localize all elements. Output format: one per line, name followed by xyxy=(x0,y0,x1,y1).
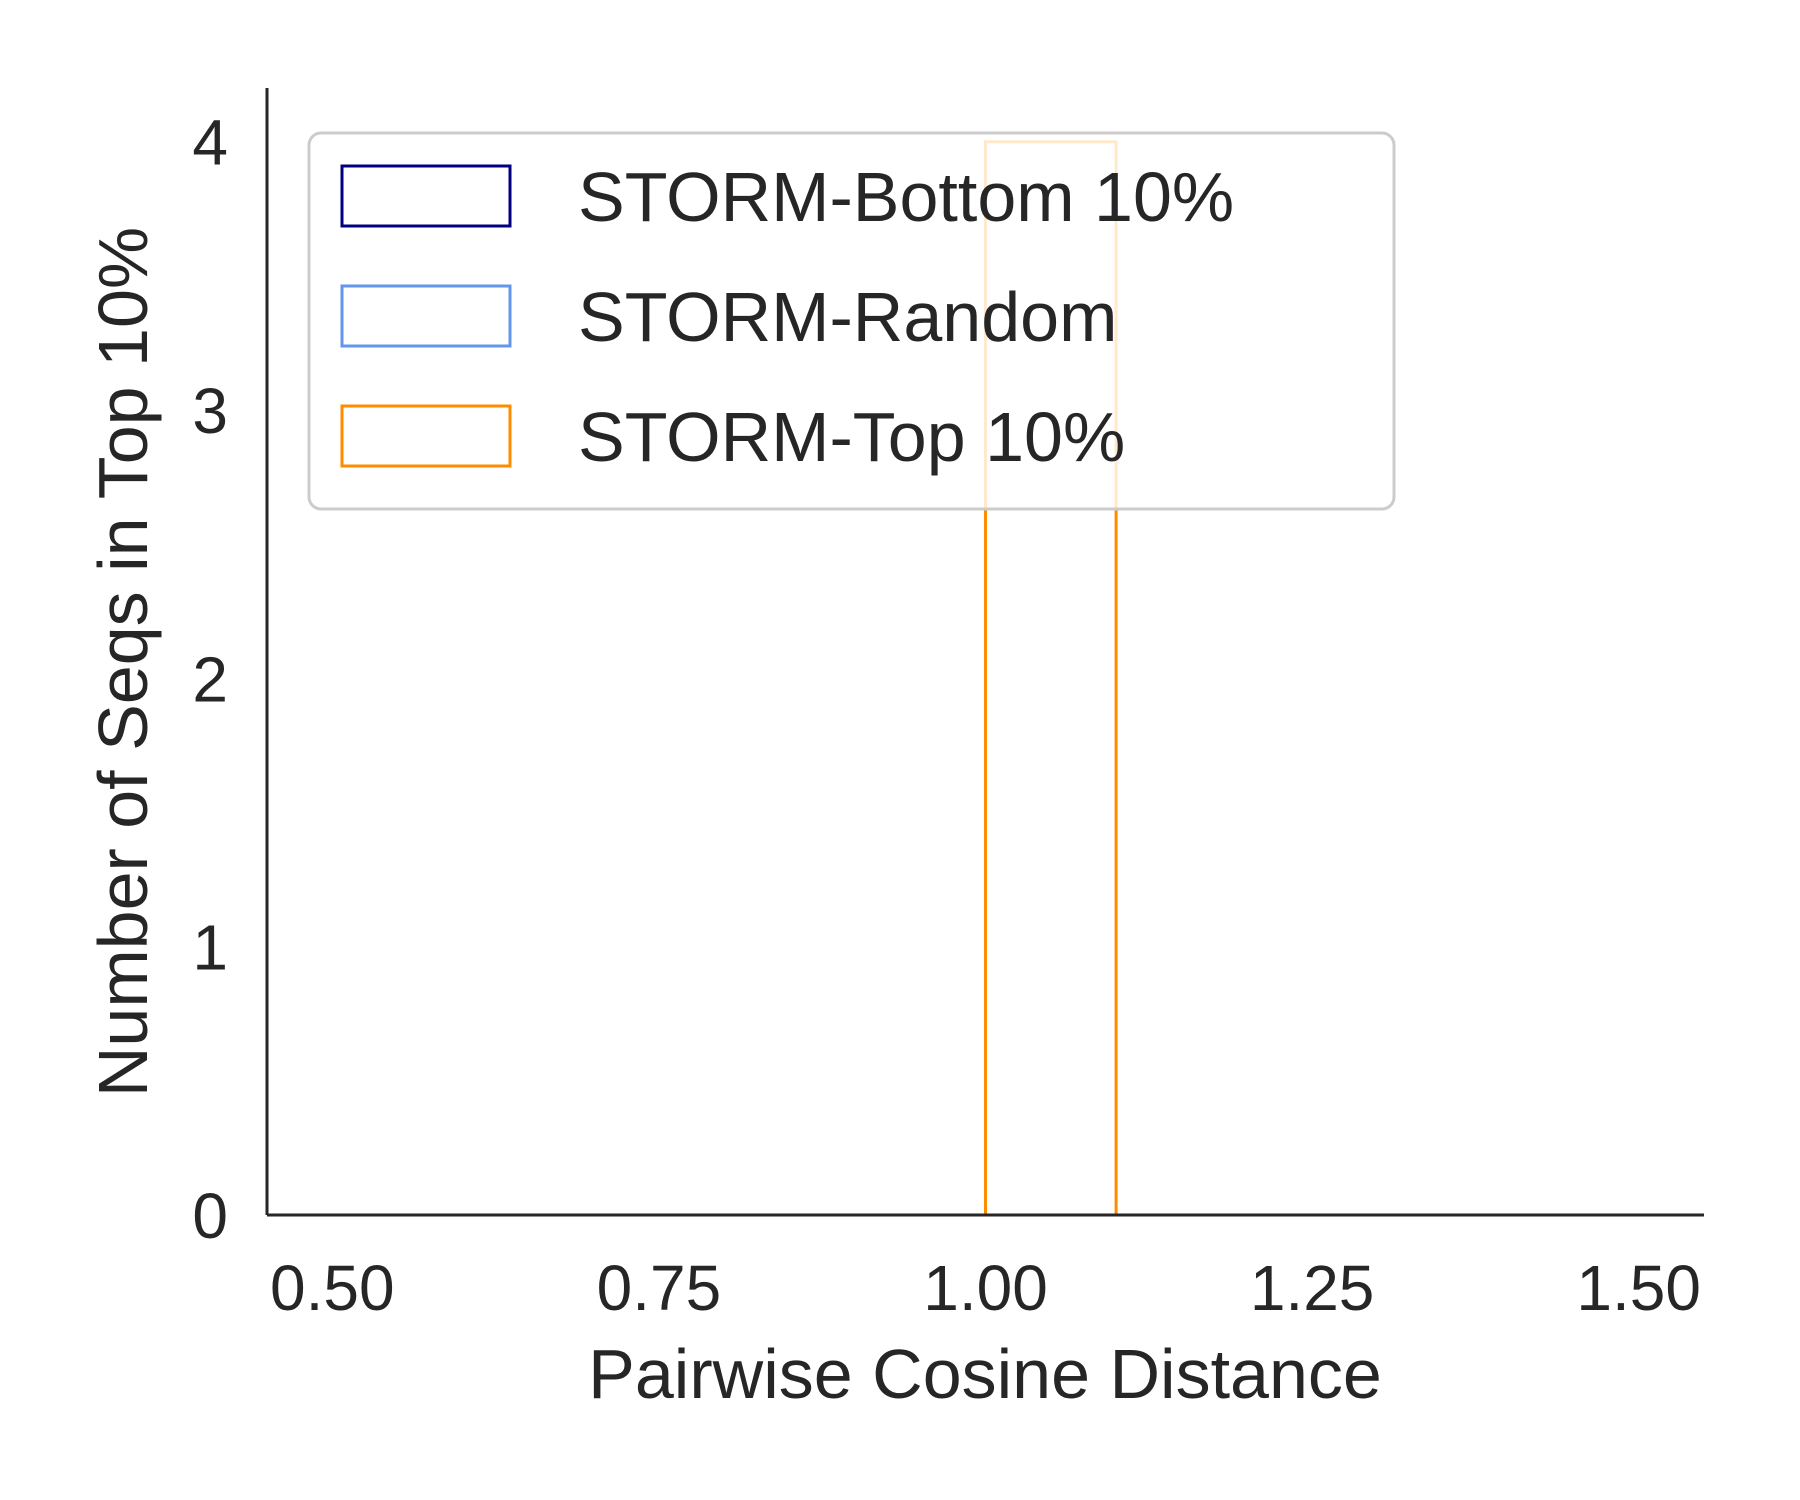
legend-label-3: STORM-Top 10% xyxy=(578,398,1125,476)
y-tick-labels: 0 1 2 3 4 xyxy=(192,107,228,1252)
x-axis-title: Pairwise Cosine Distance xyxy=(588,1335,1382,1413)
y-tick-label-1: 1 xyxy=(192,912,228,984)
legend-swatch-2 xyxy=(340,284,512,348)
y-tick-label-3: 3 xyxy=(192,375,228,447)
x-tick-label-3: 1.25 xyxy=(1250,1252,1375,1324)
legend-swatch-1 xyxy=(340,164,512,228)
y-tick-label-0: 0 xyxy=(192,1180,228,1252)
y-tick-label-4: 4 xyxy=(192,107,228,179)
legend-label-2: STORM-Random xyxy=(578,278,1117,356)
legend: STORM-Bottom 10% STORM-Random STORM-Top 10… xyxy=(307,131,1396,511)
legend-swatch-3 xyxy=(340,404,512,468)
x-tick-label-0: 0.50 xyxy=(270,1252,395,1324)
y-axis-title: Number of Seqs in Top 10% xyxy=(84,227,162,1097)
x-tick-label-1: 0.75 xyxy=(597,1252,722,1324)
y-tick-label-2: 2 xyxy=(192,643,228,715)
legend-frame xyxy=(307,131,1396,511)
x-tick-labels: 0.50 0.75 1.00 1.25 1.50 xyxy=(270,1252,1701,1324)
x-tick-label-2: 1.00 xyxy=(923,1252,1048,1324)
x-tick-label-4: 1.50 xyxy=(1576,1252,1701,1324)
legend-label-1: STORM-Bottom 10% xyxy=(578,158,1234,236)
